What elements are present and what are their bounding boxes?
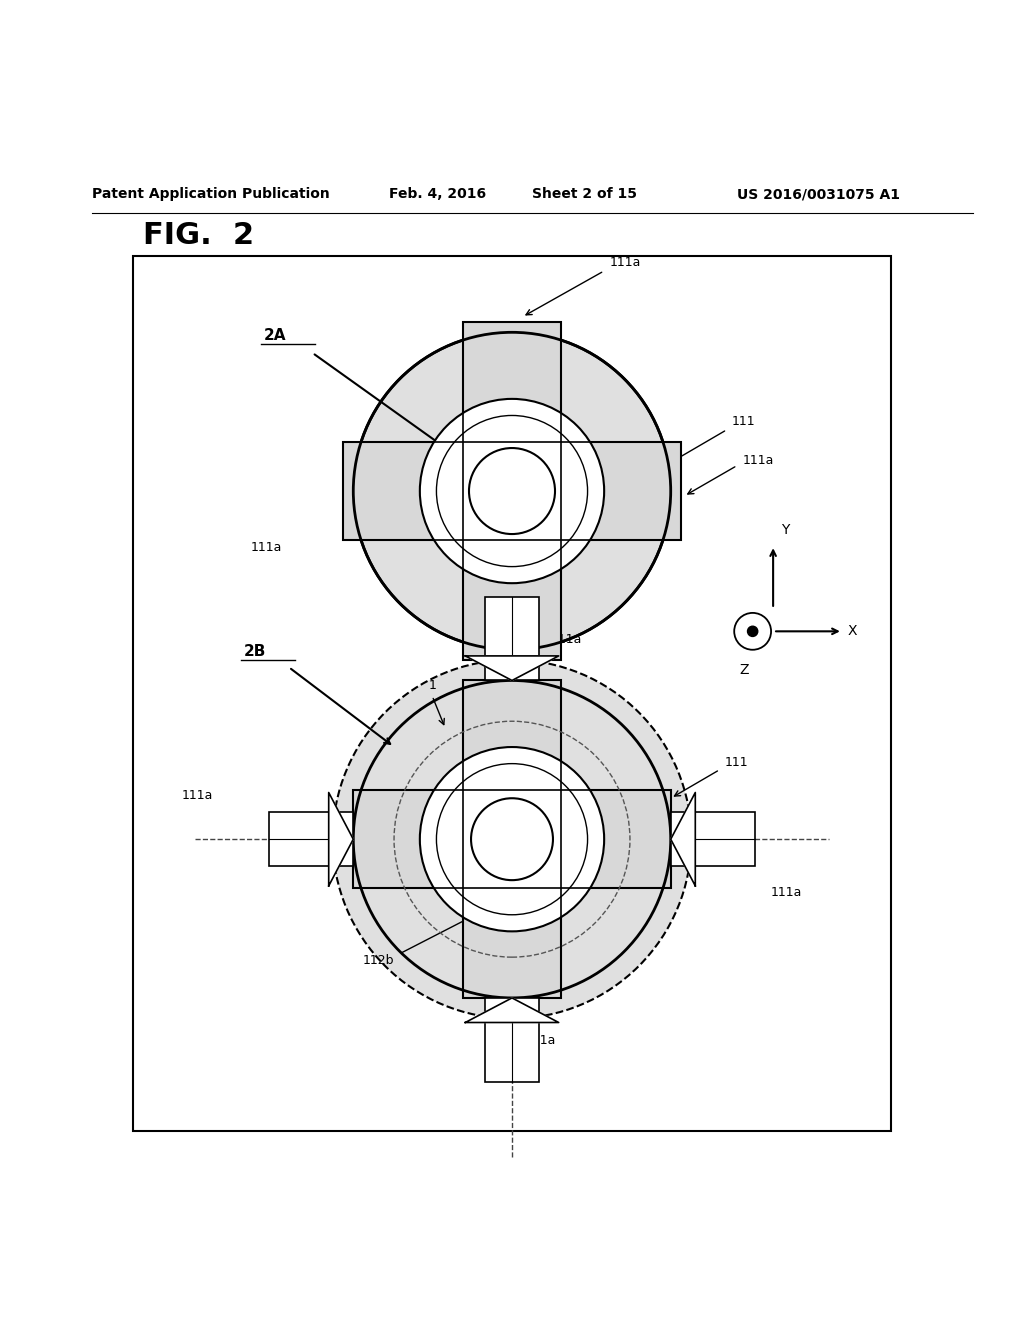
Text: Y: Y: [781, 523, 790, 537]
Bar: [269, 812, 353, 866]
Text: 111a: 111a: [742, 454, 774, 467]
Text: CP: CP: [504, 828, 520, 841]
Circle shape: [420, 399, 604, 583]
Bar: [485, 998, 539, 1082]
Text: Feb. 4, 2016: Feb. 4, 2016: [389, 187, 486, 201]
Text: 111a: 111a: [609, 256, 641, 269]
Bar: [343, 442, 681, 540]
Text: 111: 111: [725, 756, 749, 768]
Bar: [463, 681, 561, 998]
Text: Z: Z: [739, 663, 749, 677]
Text: 2B: 2B: [244, 644, 266, 659]
Circle shape: [734, 612, 771, 649]
Polygon shape: [465, 998, 559, 1023]
Text: US 2016/0031075 A1: US 2016/0031075 A1: [737, 187, 900, 201]
Circle shape: [748, 626, 758, 636]
Bar: [671, 812, 755, 866]
Text: Sheet 2 of 15: Sheet 2 of 15: [532, 187, 638, 201]
Text: X: X: [848, 624, 857, 639]
Text: 1: 1: [428, 678, 436, 692]
Text: 111a: 111a: [251, 541, 283, 554]
Circle shape: [471, 799, 553, 880]
Polygon shape: [465, 656, 559, 681]
Text: 111a: 111a: [476, 713, 507, 726]
Text: 111a: 111a: [551, 634, 583, 645]
Polygon shape: [671, 792, 695, 886]
Bar: [353, 791, 671, 888]
Bar: [463, 322, 561, 660]
Text: 111a: 111a: [181, 788, 213, 801]
Text: FIG.  2: FIG. 2: [143, 220, 255, 249]
Polygon shape: [329, 792, 353, 886]
Text: 2A: 2A: [264, 327, 287, 343]
Text: 112b: 112b: [495, 478, 529, 491]
Text: 111a: 111a: [524, 1035, 556, 1048]
Text: 112b: 112b: [362, 953, 394, 966]
Text: Patent Application Publication: Patent Application Publication: [92, 187, 330, 201]
Bar: [485, 597, 539, 681]
Circle shape: [469, 447, 555, 535]
Text: 111: 111: [732, 414, 756, 428]
Circle shape: [333, 660, 691, 1019]
Circle shape: [420, 747, 604, 932]
Text: 111a: 111a: [771, 886, 803, 899]
Circle shape: [353, 333, 671, 649]
